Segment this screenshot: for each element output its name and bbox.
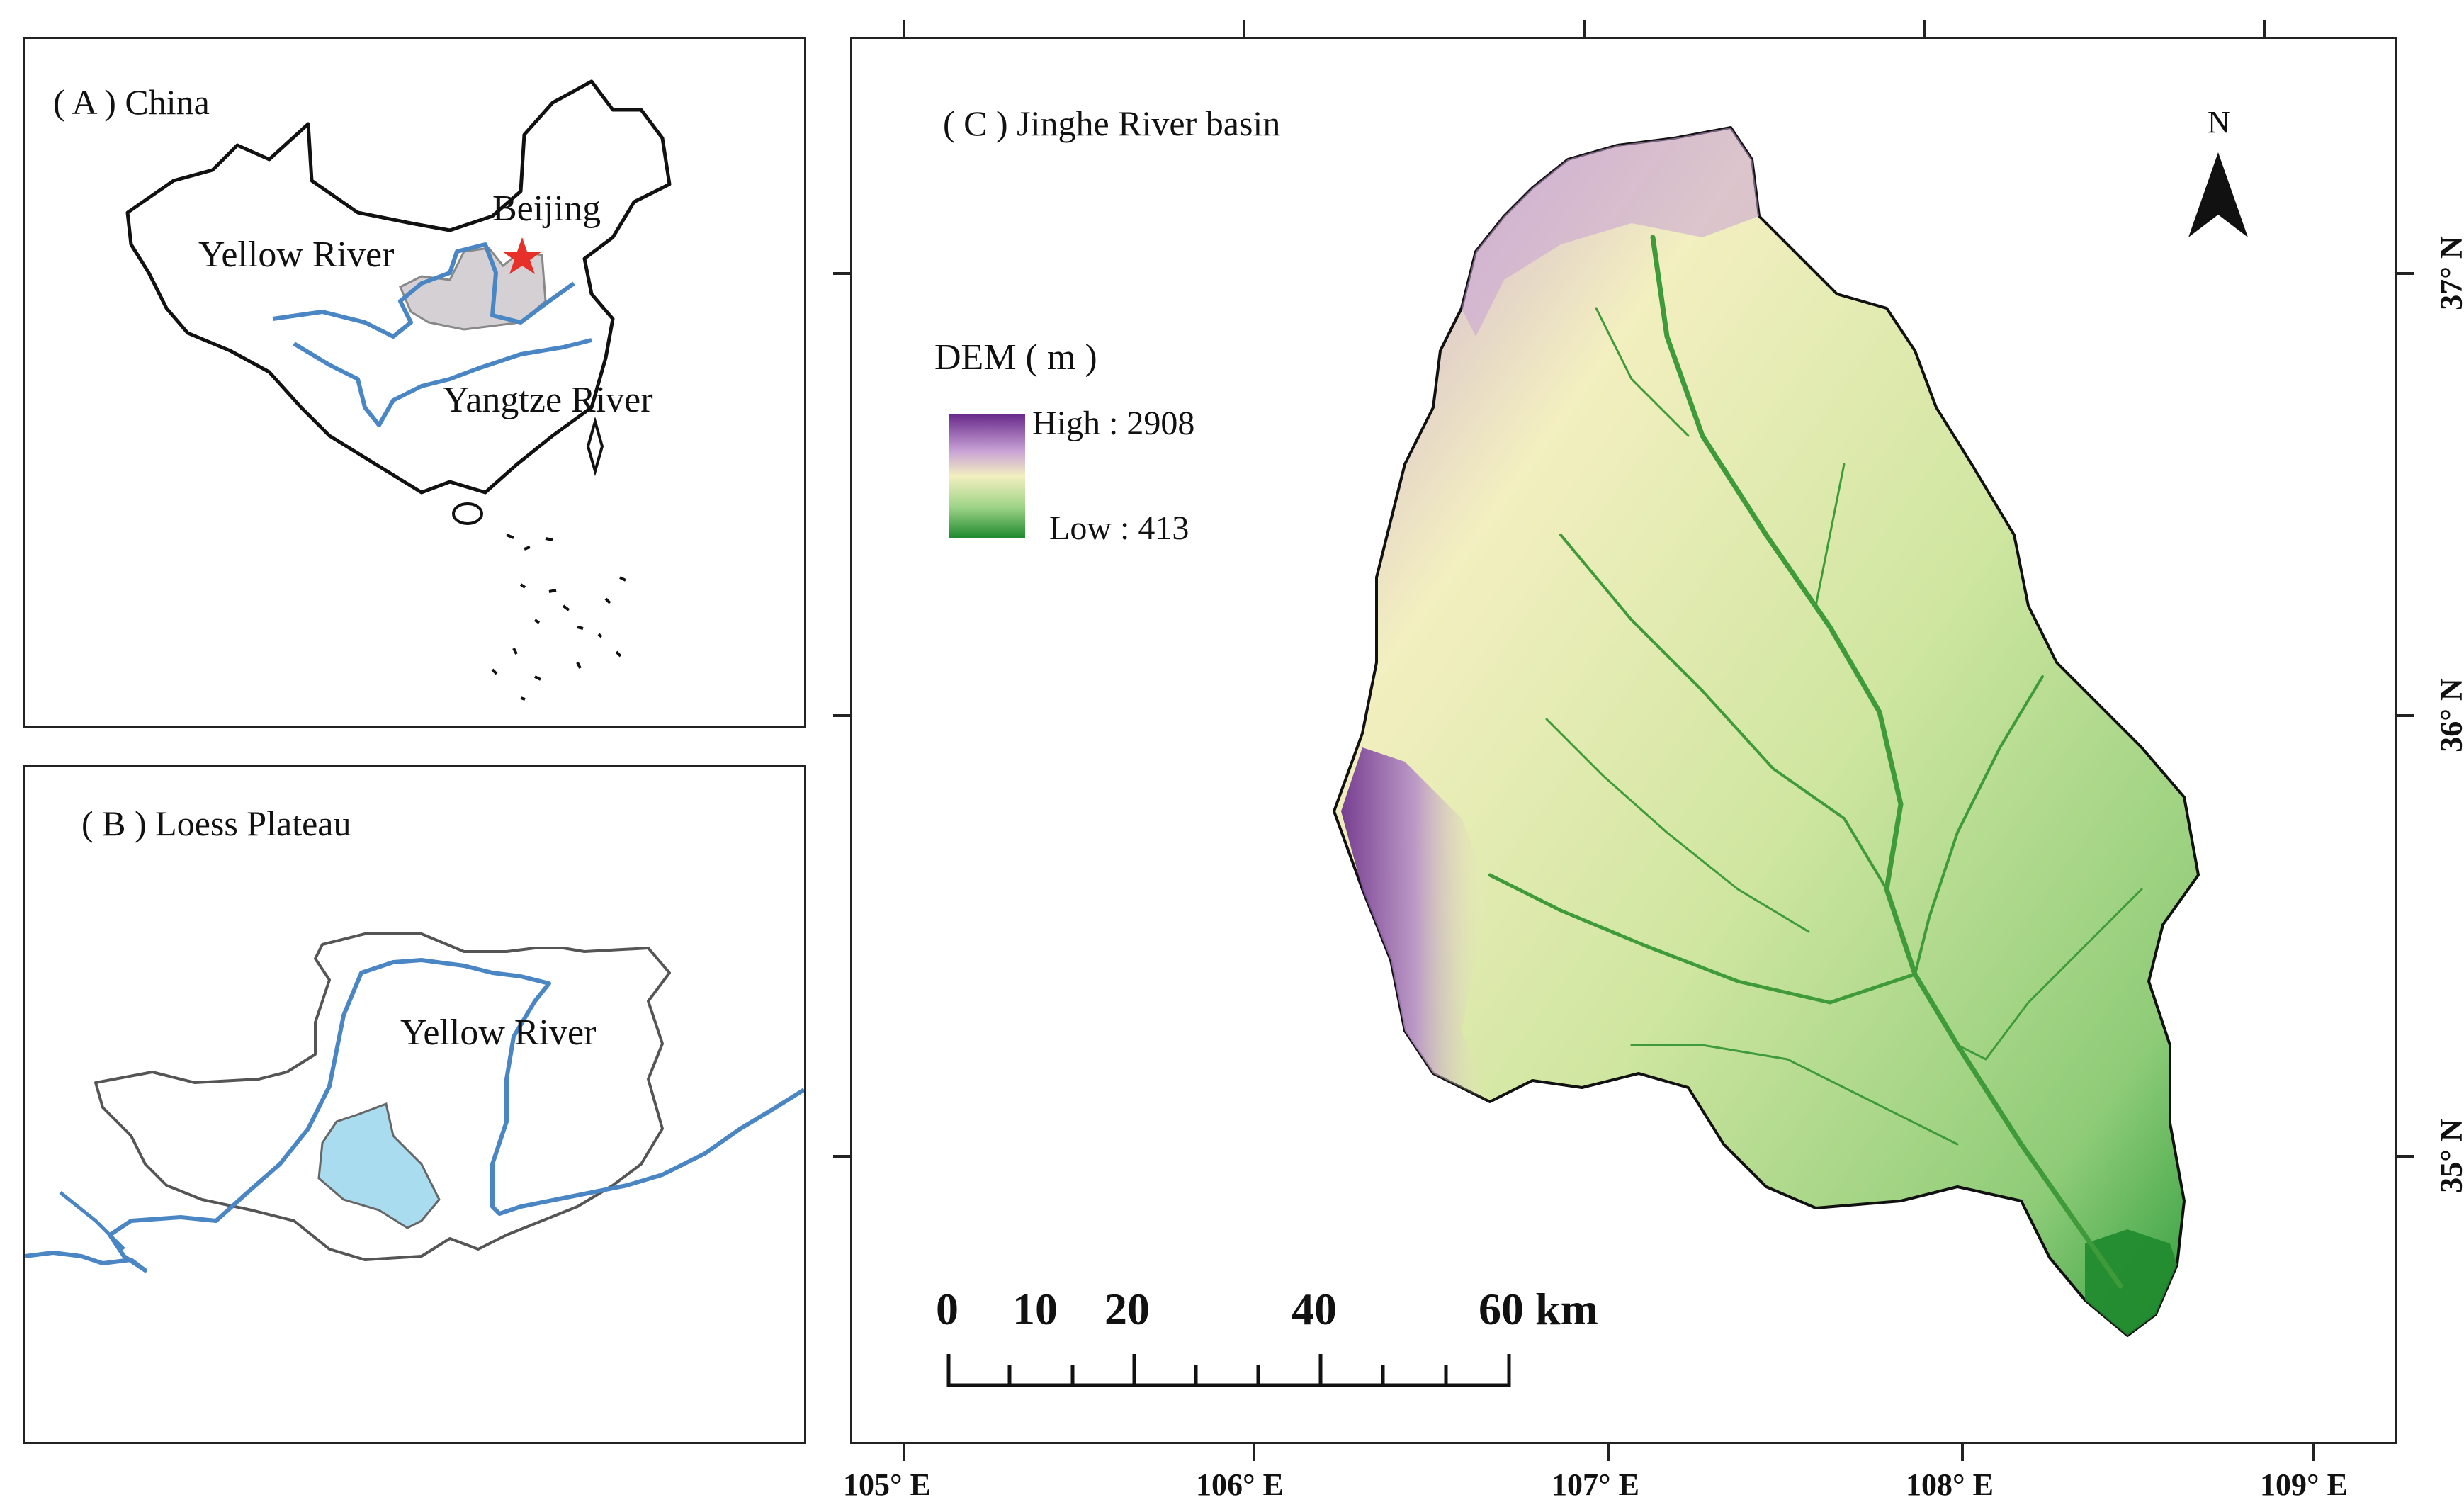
label-yellow-river-b: Yellow River <box>400 1012 597 1053</box>
panel-a-china-map: ( A ) China Beijing Yellow River Yangtze… <box>23 37 806 728</box>
lon-tick-106: 106° E <box>1196 1467 1284 1502</box>
yellow-river-line-b <box>25 958 804 1273</box>
lat-tick-35: 35° N <box>2434 1119 2464 1193</box>
lat-tick-36: 36° N <box>2434 678 2464 752</box>
panel-b-loess-plateau-map: ( B ) Loess Plateau Yellow River <box>23 765 806 1444</box>
lon-tick-108: 108° E <box>1906 1467 1994 1502</box>
western-highland-shading <box>1341 747 1490 1102</box>
hainan-island <box>452 502 483 525</box>
taiwan-island <box>586 416 604 477</box>
scale-label-40: 40 <box>1292 1284 1337 1334</box>
panel-c-jinghe-basin-map: ( C ) Jinghe River basin N DEM ( m ) Hig… <box>850 37 2397 1444</box>
north-arrow-label: N <box>2208 105 2230 140</box>
scale-bar <box>946 1354 1511 1387</box>
scale-label-0: 0 <box>936 1284 959 1334</box>
scale-label-10: 10 <box>1012 1284 1058 1334</box>
jinghe-basin-region <box>317 1102 441 1229</box>
lat-tick-37: 37° N <box>2434 236 2464 310</box>
yangtze-river-line <box>293 338 592 427</box>
dem-legend-low: Low : 413 <box>1049 509 1189 547</box>
dem-legend-title: DEM ( m ) <box>934 337 1097 378</box>
lon-tick-109: 109° E <box>2260 1467 2348 1502</box>
loess-plateau-svg <box>25 932 804 1273</box>
label-beijing: Beijing <box>492 188 601 229</box>
panel-b-title: ( B ) Loess Plateau <box>81 803 351 843</box>
southern-lowland-shading <box>2085 1229 2177 1336</box>
scale-label-60km: 60 km <box>1479 1284 1598 1334</box>
dem-legend-high: High : 2908 <box>1032 405 1195 442</box>
loess-plateau-region <box>399 247 547 331</box>
lon-tick-105: 105° E <box>843 1467 931 1502</box>
south-sea-islands <box>491 534 626 701</box>
panel-a-title: ( A ) China <box>53 82 210 122</box>
label-yangtze-river: Yangtze River <box>443 380 653 420</box>
river-network <box>1488 235 2143 1289</box>
northern-highland-shading <box>1462 128 1759 337</box>
yellow-river-line <box>272 242 575 339</box>
china-map-svg <box>125 79 672 701</box>
scale-label-20: 20 <box>1104 1284 1150 1334</box>
dem-legend-gradient <box>949 414 1025 538</box>
jinghe-dem-svg <box>946 126 2248 1387</box>
china-outline <box>125 79 672 495</box>
label-yellow-river: Yellow River <box>198 235 395 275</box>
panel-c-title: ( C ) Jinghe River basin <box>943 103 1281 143</box>
beijing-star-icon <box>502 237 542 274</box>
lon-tick-107: 107° E <box>1552 1467 1639 1502</box>
north-arrow-icon <box>2188 152 2248 237</box>
yellow-river-line-b-west <box>59 1191 125 1251</box>
